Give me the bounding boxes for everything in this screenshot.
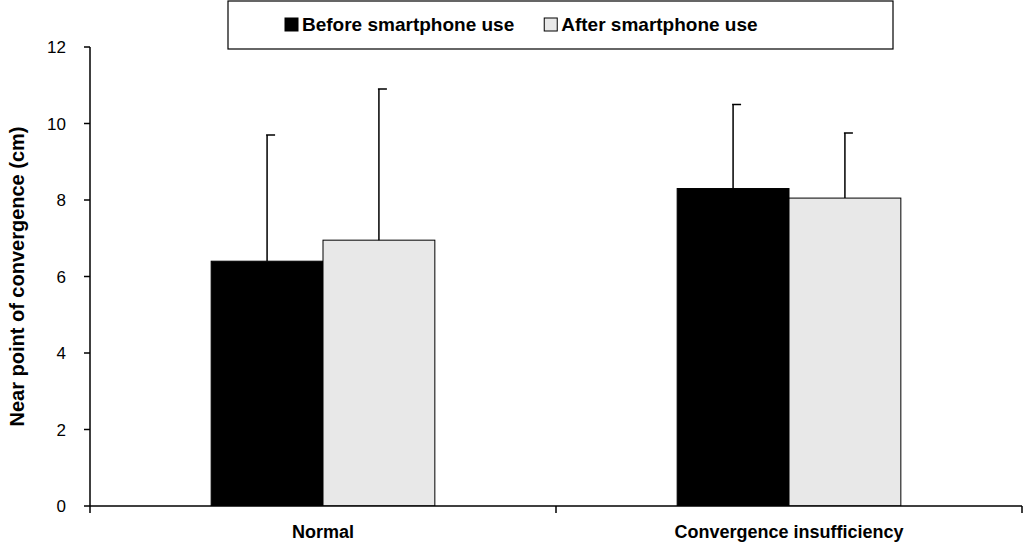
bars [211,189,901,506]
y-tick [84,123,90,125]
y-axis-label: Near point of convergence (cm) [6,126,28,426]
y-tick [84,276,90,278]
bar [789,198,901,506]
y-axis [89,47,91,506]
legend: Before smartphone use After smartphone us… [228,1,893,49]
legend-swatch [544,18,557,31]
y-tick [84,352,90,354]
x-tick [555,506,557,513]
y-tick [84,429,90,431]
y-tick [84,46,90,48]
y-tick-label: 6 [57,268,66,287]
bar [677,189,789,506]
y-tick [84,199,90,201]
y-tick-label: 8 [57,191,66,210]
legend-box [228,1,893,49]
chart: 0 2 4 6 8 10 12 Near point of convergence (cm) N… [0,0,1024,550]
y-tick-label: 12 [47,38,66,57]
y-tick-label: 0 [57,497,66,516]
y-tick-label: 10 [47,115,66,134]
y-tick [84,505,90,507]
error-bar [378,89,387,240]
error-bar [266,135,275,261]
bar [323,240,435,506]
x-tick [1021,506,1023,513]
error-bar [732,104,741,188]
x-tick-label: Normal [292,522,354,542]
bar [211,261,323,506]
legend-swatch [285,18,298,31]
x-tick-label: Convergence insufficiency [674,522,903,542]
x-tick [89,506,91,513]
error-bars [266,89,853,261]
y-tick-label: 4 [57,344,66,363]
legend-label: After smartphone use [561,14,757,35]
y-tick-label: 2 [57,421,66,440]
error-bar [844,133,853,198]
legend-label: Before smartphone use [302,14,514,35]
